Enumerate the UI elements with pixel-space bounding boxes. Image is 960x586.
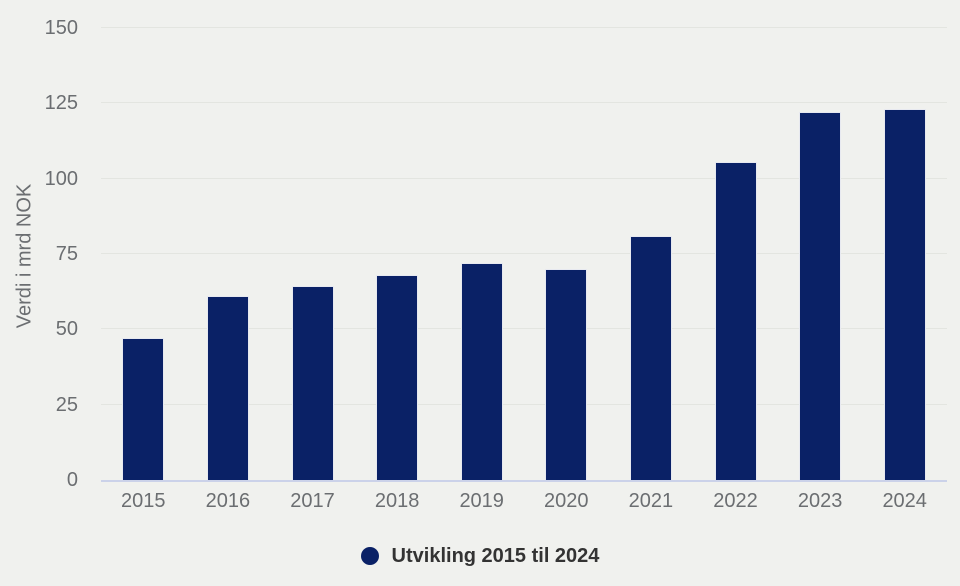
legend-label: Utvikling 2015 til 2024 (391, 544, 600, 567)
bar-2015[interactable] (122, 338, 165, 480)
bar-2022[interactable] (714, 162, 757, 480)
x-tick-label: 2018 (374, 490, 420, 512)
y-tick-label: 125 (44, 92, 78, 115)
x-tick-label: 2017 (290, 490, 335, 512)
y-tick-label: 150 (44, 17, 78, 39)
bar-2023[interactable] (799, 112, 842, 480)
x-tick-label: 2023 (797, 490, 843, 512)
bar-2019[interactable] (460, 263, 503, 480)
y-tick-label: 75 (55, 243, 78, 265)
x-tick-label: 2024 (882, 490, 927, 512)
x-tick-label: 2021 (628, 490, 674, 512)
bar-2016[interactable] (206, 296, 249, 480)
bar-2024[interactable] (883, 109, 926, 480)
x-tick-label: 2022 (713, 490, 758, 512)
gridline (101, 253, 947, 254)
y-tick-label: 0 (66, 469, 78, 491)
y-tick-label: 25 (55, 393, 78, 416)
x-tick-label: 2020 (544, 490, 589, 512)
x-tick-label: 2019 (459, 490, 504, 512)
legend-circle-icon (360, 547, 379, 565)
bar-2018[interactable] (376, 275, 419, 480)
gridline (101, 328, 947, 330)
bars-layer (101, 28, 947, 480)
x-axis-line (101, 480, 947, 482)
y-tick-label: 50 (55, 318, 78, 341)
gridline (101, 403, 947, 405)
bar-2021[interactable] (629, 235, 672, 480)
bar-2017[interactable] (291, 285, 334, 480)
bar-2020[interactable] (545, 269, 588, 480)
x-tick-label: 2016 (205, 490, 251, 512)
x-tick-label: 2015 (121, 490, 166, 512)
gridline (101, 27, 947, 28)
y-tick-label: 100 (44, 167, 78, 190)
plot-area (101, 27, 947, 482)
gridline (101, 177, 947, 179)
x-axis-labels: 2015 2016 2017 2018 2019 2020 2021 2022 2023 2024 (101, 490, 947, 516)
gridline (101, 102, 947, 104)
legend-item[interactable]: Utvikling 2015 til 2024 (0, 541, 960, 571)
